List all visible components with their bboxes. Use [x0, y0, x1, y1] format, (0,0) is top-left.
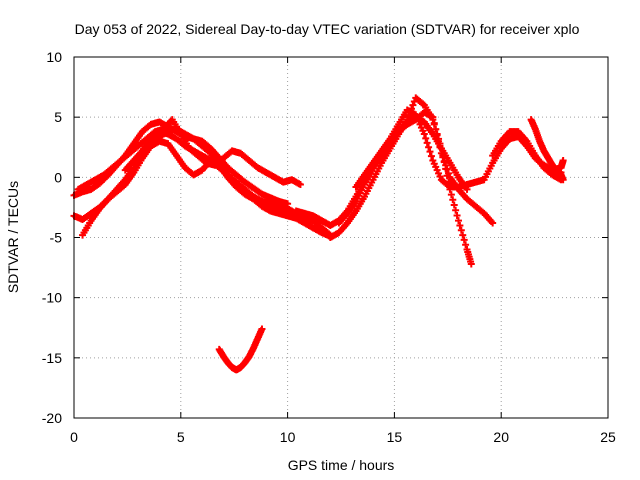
data-point [442, 161, 450, 169]
x-axis-label: GPS time / hours [288, 457, 395, 473]
series-arc11 [489, 128, 565, 184]
data-point [429, 113, 437, 121]
data-point [459, 231, 467, 239]
data-point [467, 260, 475, 268]
data-point [460, 236, 468, 244]
data-point [423, 139, 431, 147]
x-tick-label: 5 [177, 429, 185, 445]
y-tick-label: -15 [42, 350, 62, 366]
data-point [450, 201, 458, 209]
y-tick-label: -10 [42, 290, 62, 306]
data-point [420, 130, 428, 138]
y-tick-label: -20 [42, 410, 62, 426]
axis-ticks: 0 5 10 15 20 25 -20 -15 -10 -5 0 5 10 [42, 49, 616, 445]
y-tick-label: 10 [46, 49, 62, 65]
data-point [452, 206, 460, 214]
data-point [559, 176, 567, 184]
data-point [449, 196, 457, 204]
data-point [258, 325, 266, 333]
data-point [427, 152, 435, 160]
data-point [457, 226, 465, 234]
data-point [422, 134, 430, 142]
x-tick-label: 0 [70, 429, 78, 445]
data-point [453, 211, 461, 219]
data-point [439, 153, 447, 161]
x-tick-label: 25 [600, 429, 616, 445]
data-point [447, 191, 455, 199]
data-point [426, 148, 434, 156]
series-arc7 [292, 113, 471, 229]
data-series [70, 94, 567, 374]
data-point [409, 101, 417, 109]
y-tick-label: 0 [54, 169, 62, 185]
data-point [489, 219, 497, 227]
data-point [559, 156, 567, 164]
data-point [456, 221, 464, 229]
series-arc13 [531, 154, 567, 174]
y-tick-label: -5 [50, 230, 63, 246]
y-tick-label: 5 [54, 109, 62, 125]
data-point [432, 125, 440, 133]
chart-title: Day 053 of 2022, Sidereal Day-to-day VTE… [75, 21, 580, 37]
data-point [454, 217, 462, 225]
series-arc6 [215, 325, 266, 374]
data-point [443, 165, 451, 173]
data-point [462, 241, 470, 249]
data-point [425, 143, 433, 151]
data-point [437, 149, 445, 157]
grid-lines [74, 57, 608, 418]
data-point [445, 169, 453, 177]
data-point [435, 137, 443, 145]
x-tick-label: 10 [280, 429, 296, 445]
x-tick-label: 15 [387, 429, 403, 445]
data-point [436, 143, 444, 151]
data-point [440, 157, 448, 165]
x-tick-label: 20 [493, 429, 509, 445]
data-point [433, 131, 441, 139]
series-arc3 [74, 116, 304, 193]
y-axis-label: SDTVAR / TECUs [5, 181, 21, 293]
data-point [296, 181, 304, 189]
data-point [430, 119, 438, 127]
